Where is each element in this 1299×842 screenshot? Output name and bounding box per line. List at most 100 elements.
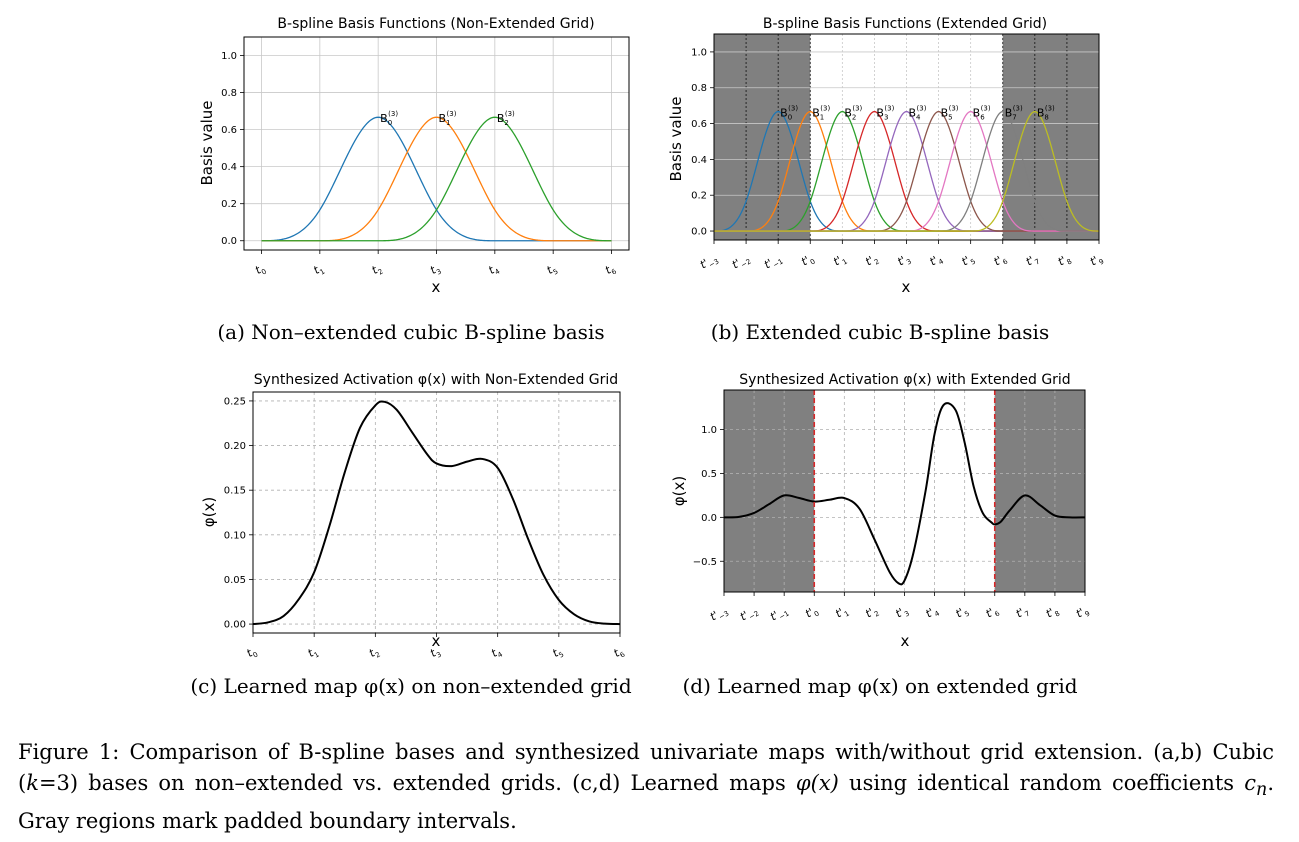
chart-c-title: Synthesized Activation φ(x) with Non-Ext…	[254, 372, 618, 388]
chart-b-ytick-label: 0.4	[691, 155, 707, 166]
chart-b-xlabel: x	[902, 278, 911, 296]
chart-b-xtick-label: t'0	[799, 251, 817, 270]
chart-b-shaded-region	[714, 34, 811, 240]
chart-b-xtick-label: t'9	[1088, 251, 1106, 270]
chart-b-xtick-label: t'−3	[698, 251, 721, 273]
chart-c-activation-nonextended: Synthesized Activation φ(x) with Non-Ext…	[200, 372, 627, 660]
chart-d-xtick-label: t'−1	[768, 603, 791, 625]
chart-b-label-b5: B5(3)	[941, 105, 959, 122]
chart-b-shaded-region	[1002, 34, 1099, 240]
chart-d-xtick-label: t'4	[923, 603, 941, 622]
chart-a-ylabel: Basis value	[198, 100, 216, 185]
chart-c-ytick-label: 0.05	[224, 575, 246, 586]
chart-a-ytick-label: 0.4	[221, 162, 237, 173]
chart-b-xtick-label: t'5	[959, 251, 977, 270]
chart-a-xtick-label: t6	[603, 261, 619, 279]
caption-part4: . Gray regions mark padded boundary inte…	[18, 771, 1274, 834]
chart-a-xtick-label: t4	[486, 261, 502, 279]
chart-d-ytick-label: 1.0	[701, 425, 717, 436]
chart-b-xtick-label: t'−1	[762, 251, 785, 273]
chart-d-xtick-label: t'6	[984, 603, 1002, 622]
chart-c-ylabel: φ(x)	[200, 497, 218, 527]
caption-part1: Comparison of B-spline bases and synthes…	[18, 740, 1274, 795]
chart-d-title: Synthesized Activation φ(x) with Extende…	[739, 372, 1070, 388]
chart-a-xtick-label: t3	[428, 261, 443, 278]
chart-b-xtick-label: t'7	[1024, 251, 1042, 270]
chart-b-ytick-label: 0.0	[691, 227, 707, 238]
chart-a-ytick-label: 0.2	[221, 199, 237, 210]
chart-d-shaded-region	[994, 390, 1085, 592]
caption-c-sub: n	[1256, 780, 1268, 801]
chart-d-phi-line	[723, 402, 1086, 586]
chart-a-xtick-label: t1	[311, 261, 326, 278]
chart-a-xtick-label: t5	[545, 261, 560, 278]
chart-b-xtick-label: t'1	[831, 251, 849, 270]
subcaption-c: (c) Learned map φ(x) on non–extended gri…	[190, 674, 632, 698]
chart-c-xtick-label: t1	[306, 644, 321, 660]
chart-b-label-b6: B6(3)	[973, 105, 991, 122]
chart-d-ytick-label: 0.5	[701, 469, 717, 480]
subcaption-d: (d) Learned map φ(x) on extended grid	[682, 674, 1078, 698]
chart-a-ytick-label: 0.0	[221, 236, 237, 247]
chart-b-xtick-label: t'2	[863, 251, 881, 270]
subcaption-b: (b) Extended cubic B-spline basis	[710, 320, 1050, 344]
chart-d-activation-extended: Synthesized Activation φ(x) with Extende…	[670, 372, 1092, 650]
chart-b-label-b2: B2(3)	[844, 105, 862, 122]
chart-a-ytick-label: 0.8	[221, 88, 237, 99]
chart-b-series-b8	[714, 110, 1099, 232]
chart-a-basis-nonextended: B-spline Basis Functions (Non-Extended G…	[198, 16, 630, 296]
caption-part2: =3) bases on non–extended vs. extended g…	[38, 771, 796, 795]
caption-c: c	[1244, 771, 1257, 795]
chart-c-xtick-label: t4	[489, 644, 505, 660]
chart-d-xtick-label: t'5	[953, 603, 971, 622]
chart-c-ytick-label: 0.10	[224, 530, 246, 541]
chart-b-xtick-label: t'6	[992, 251, 1010, 270]
caption-label: Figure 1:	[18, 740, 120, 764]
chart-c-phi-line	[252, 400, 621, 626]
chart-a-ytick-label: 0.6	[221, 125, 237, 136]
chart-d-xtick-label: t'8	[1044, 603, 1062, 622]
chart-d-ytick-label: −0.5	[693, 557, 717, 568]
subcaption-a: (a) Non–extended cubic B-spline basis	[217, 320, 605, 344]
chart-a-xlabel: x	[432, 278, 441, 296]
chart-a-ytick-label: 1.0	[221, 51, 237, 62]
chart-d-xtick-label: t'−2	[738, 603, 761, 625]
chart-d-xtick-label: t'7	[1014, 603, 1032, 622]
chart-a-title: B-spline Basis Functions (Non-Extended G…	[277, 16, 594, 32]
caption-phi: φ(x)	[795, 771, 839, 795]
chart-c-ytick-label: 0.20	[224, 441, 246, 452]
chart-c-xtick-label: t6	[611, 644, 627, 660]
chart-c-xlabel: x	[432, 632, 441, 650]
chart-c-ytick-label: 0.25	[224, 396, 246, 407]
chart-d-xtick-label: t'3	[893, 603, 911, 622]
chart-d-xtick-label: t'1	[833, 603, 851, 622]
chart-a-series-b2	[261, 116, 612, 242]
chart-d-ylabel: φ(x)	[670, 476, 688, 506]
chart-c-xtick-label: t5	[550, 644, 565, 660]
chart-d-shaded-region	[724, 390, 815, 592]
chart-b-xtick-label: t'8	[1056, 251, 1074, 270]
chart-a-label-b0: B0(3)	[380, 110, 398, 127]
chart-d-xtick-label: t'0	[803, 603, 821, 622]
chart-b-ylabel: Basis value	[667, 96, 685, 181]
chart-b-basis-extended: B-spline Basis Functions (Extended Grid)…	[667, 16, 1106, 296]
caption-k: k	[26, 771, 39, 795]
chart-b-ytick-label: 0.8	[691, 83, 707, 94]
chart-b-xtick-label: t'−2	[730, 251, 753, 273]
chart-d-xtick-label: t'−3	[708, 603, 731, 625]
chart-b-xtick-label: t'3	[895, 251, 913, 270]
figure-caption: Figure 1: Comparison of B-spline bases a…	[18, 737, 1274, 837]
chart-a-label-b1: B1(3)	[439, 110, 457, 127]
chart-b-title: B-spline Basis Functions (Extended Grid)	[763, 16, 1047, 32]
chart-c-ytick-label: 0.15	[224, 486, 246, 497]
chart-a-xtick-label: t0	[253, 261, 268, 278]
chart-b-ytick-label: 1.0	[691, 47, 707, 58]
chart-b-label-b3: B3(3)	[876, 105, 894, 122]
chart-d-xtick-label: t'2	[863, 603, 881, 622]
chart-a-label-b2: B2(3)	[497, 110, 515, 127]
chart-c-xtick-label: t2	[367, 644, 382, 660]
chart-c-xtick-label: t0	[244, 644, 259, 660]
chart-b-ytick-label: 0.2	[691, 191, 707, 202]
chart-b-label-b1: B1(3)	[812, 105, 830, 122]
chart-b-ytick-label: 0.6	[691, 119, 707, 130]
